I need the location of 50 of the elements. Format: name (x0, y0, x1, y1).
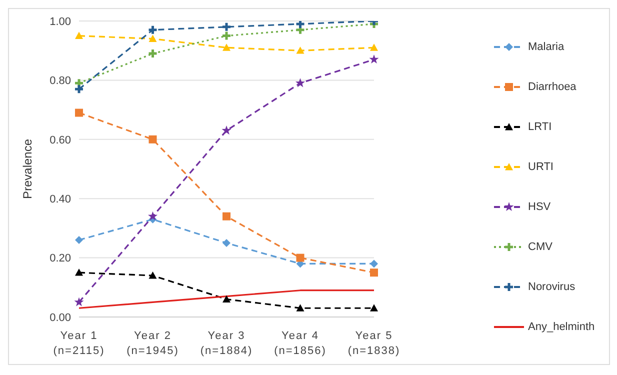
y-tick-label: 1.00 (50, 16, 71, 28)
legend-label: Malaria (528, 40, 564, 52)
x-tick-label: Year 3 (n=1884) (200, 330, 253, 357)
point (295, 78, 306, 88)
point (74, 297, 84, 306)
point (222, 44, 230, 51)
y-tick-label: 0.80 (50, 75, 71, 88)
legend-label: HSV (528, 200, 551, 212)
point (75, 268, 83, 276)
point (296, 254, 304, 262)
point (295, 21, 306, 30)
point (75, 108, 83, 117)
point (221, 30, 232, 42)
y-tick-label: 0.40 (50, 194, 71, 206)
legend-label: CMV (528, 240, 552, 252)
point (148, 135, 157, 144)
point (75, 236, 83, 244)
y-tick-label: 0.20 (50, 252, 71, 265)
point (148, 211, 158, 220)
point (370, 260, 378, 268)
point (296, 46, 304, 54)
legend-label: Any_helminth (528, 320, 595, 332)
x-tick-label: Year 1 (n=2115) (53, 330, 105, 357)
point (369, 54, 379, 64)
point (222, 239, 230, 247)
point (148, 48, 158, 59)
point (75, 32, 83, 39)
point (221, 22, 232, 32)
point (370, 268, 378, 277)
legend-label: URTI (528, 160, 554, 172)
point (222, 126, 232, 135)
point (148, 24, 158, 36)
point (148, 34, 157, 42)
point (222, 295, 230, 302)
legend-label: Diarrhoea (528, 80, 576, 92)
line-series (78, 290, 375, 309)
y-axis-title: Prevalence (20, 138, 34, 200)
legend-label: LRTI (528, 120, 552, 132)
legend-label: Norovirus (528, 280, 576, 292)
point (148, 272, 157, 279)
point (222, 212, 230, 220)
x-tick-label: Year 5 (n=1838) (348, 330, 400, 357)
y-tick-label: 0.00 (50, 312, 71, 324)
x-tick-label: Year 4 (n=1856) (274, 330, 326, 357)
point (370, 304, 378, 312)
y-tick-label: 0.60 (50, 134, 71, 146)
x-tick-label: Year 2 (n=1945) (126, 330, 179, 357)
point (74, 84, 84, 94)
point (370, 44, 378, 51)
point (296, 304, 304, 312)
